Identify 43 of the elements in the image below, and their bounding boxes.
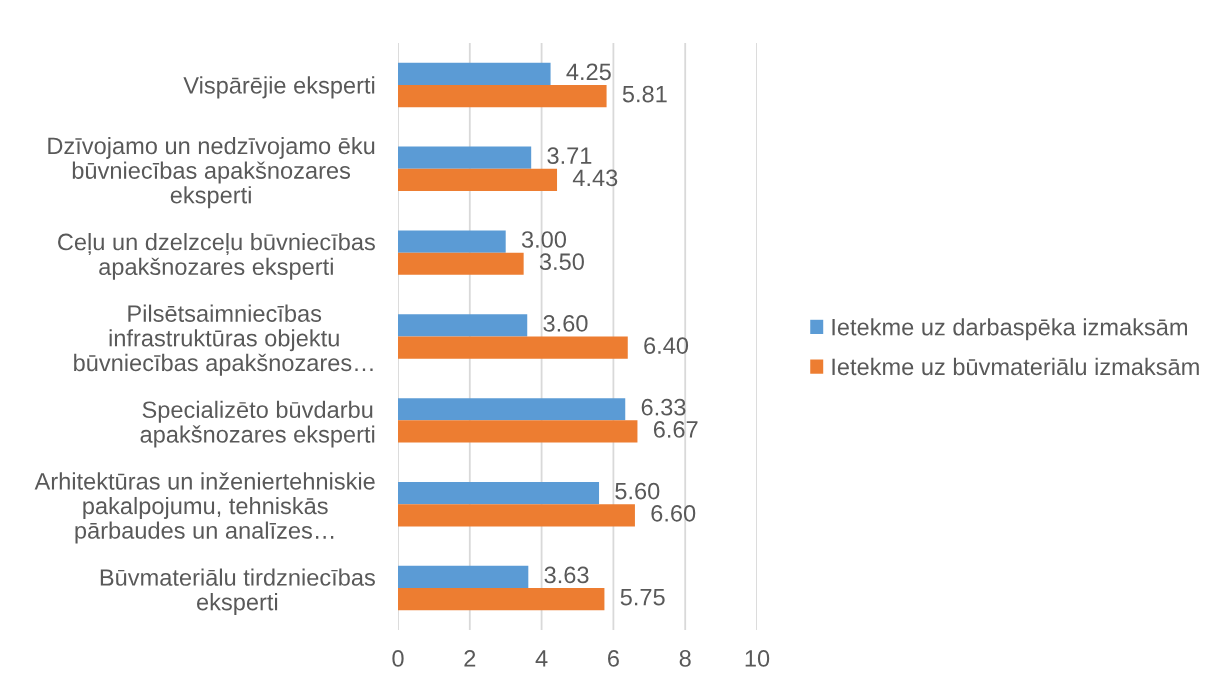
bar [398, 398, 626, 421]
data-label: 6.33 [641, 398, 686, 416]
y-tick-label: Pilsētsaimniecības infrastruktūras objektu būvniecības apakšnozares… [74, 304, 373, 376]
x-tick-label: 6 [608, 650, 619, 667]
y-tick-label: Arhitektūras un inženiertehniskie pakalpojumu, tehniskās pārbaudes un analīzes… [34, 472, 375, 544]
bar [398, 314, 528, 337]
data-label: 6.60 [651, 504, 696, 522]
bar [398, 481, 600, 505]
data-label: 4.43 [572, 169, 618, 187]
bar [398, 146, 532, 169]
y-tick-label: Būvmateriālu tirdzniecības eksperti [100, 568, 375, 616]
data-label: 3.60 [543, 315, 588, 332]
data-label: 5.75 [620, 589, 665, 606]
y-tick-label: Dzīvojamo un nedzīvojamo ēku būvniecības apakšnozares eksperti [48, 136, 375, 209]
bar [398, 588, 605, 611]
bar [398, 565, 529, 589]
data-label: 3.50 [539, 253, 584, 271]
data-label: 5.60 [615, 482, 660, 500]
y-tick-label: Specializēto būvdarbu apakšnozares eksperti [140, 400, 375, 448]
data-label: 6.67 [653, 421, 698, 438]
bar [398, 62, 551, 85]
data-label: 4.25 [566, 63, 611, 81]
x-tick-label: 10 [745, 650, 770, 667]
x-tick-label: 2 [464, 650, 476, 667]
bar [398, 336, 628, 359]
y-tick-label: Vispārējie eksperti [183, 76, 375, 99]
data-label: 3.63 [544, 566, 589, 584]
legend-label: Ietekme uz darbaspēka izmaksām [832, 318, 1187, 341]
legend-label: Ietekme uz būvmateriālu izmaksām [832, 357, 1199, 376]
bar [398, 252, 524, 275]
bar [398, 230, 506, 253]
bar [398, 420, 638, 443]
data-label: 5.81 [622, 85, 667, 103]
x-tick-label: 4 [535, 650, 548, 667]
x-tick-label: 0 [392, 650, 404, 667]
data-label: 3.00 [521, 231, 567, 248]
data-label: 3.71 [547, 147, 592, 165]
data-label: 6.40 [644, 337, 689, 354]
bar [398, 168, 558, 192]
x-tick-label: 8 [679, 650, 691, 667]
y-tick-label: Ceļu un dzelzceļu būvniecības apakšnozares eksperti [58, 232, 375, 280]
bar [398, 504, 635, 527]
bar [398, 84, 607, 108]
